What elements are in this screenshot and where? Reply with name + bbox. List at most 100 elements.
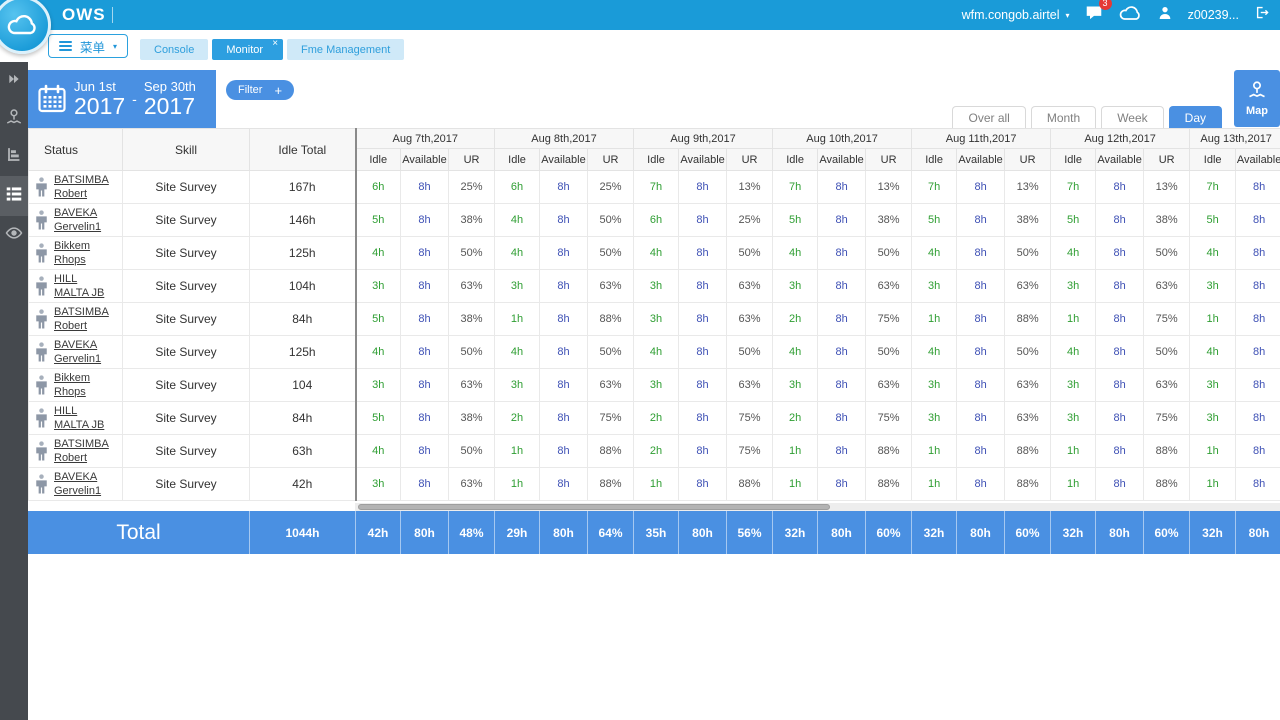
sidebar-expand-button[interactable] bbox=[0, 62, 28, 100]
status-cell: BATSIMBA Robert bbox=[28, 302, 123, 336]
status-cell: HILL MALTA JB bbox=[28, 401, 123, 435]
day-available-cell: 8h bbox=[539, 302, 589, 336]
total-row: Total 1044h 42h 80h 48% 29h 80h 64% 35h 80h 56% 3… bbox=[28, 511, 1280, 554]
scrollbar-track[interactable] bbox=[355, 503, 1280, 511]
date-range-picker[interactable]: Jun 1st 2017 - Sep 30th 2017 bbox=[28, 70, 216, 128]
table-row: BAVEKA Gervelin1 Site Survey 146h 5h 8h 38% 4h 8… bbox=[28, 203, 1280, 237]
day-available-cell: 8h bbox=[956, 368, 1006, 402]
user-profile-button[interactable] bbox=[1157, 5, 1173, 26]
logout-button[interactable] bbox=[1254, 5, 1270, 25]
day-ur-cell: 75% bbox=[1143, 302, 1191, 336]
idle-total-cell: 104 bbox=[249, 368, 356, 402]
agent-link[interactable]: HILL MALTA JB bbox=[54, 404, 104, 433]
sidebar-item-map[interactable] bbox=[0, 100, 28, 138]
total-value-cell: 42h bbox=[355, 511, 400, 554]
agent-link[interactable]: BAVEKA Gervelin1 bbox=[54, 206, 101, 235]
day-idle-cell: 3h bbox=[1189, 269, 1237, 303]
agent-name-line2: Robert bbox=[54, 320, 88, 332]
agent-link[interactable]: BATSIMBA Robert bbox=[54, 437, 109, 466]
agent-name-line1: BAVEKA bbox=[54, 470, 98, 483]
day-available-cell: 8h bbox=[539, 467, 589, 501]
view-button-over-all[interactable]: Over all bbox=[952, 106, 1026, 128]
person-icon bbox=[36, 473, 47, 493]
total-value-cell: 32h bbox=[772, 511, 817, 554]
table-row: HILL MALTA JB Site Survey 104h 3h 8h 63% 3h 8h 63… bbox=[28, 269, 1280, 303]
notifications-button[interactable]: 3 bbox=[1085, 0, 1112, 26]
day-ur-cell: 38% bbox=[1004, 203, 1052, 237]
tenant-selector[interactable]: wfm.congob.airtel ▾ bbox=[962, 8, 1070, 22]
idle-total-cell: 84h bbox=[249, 401, 356, 435]
day-idle-cell: 2h bbox=[494, 401, 541, 435]
horizontal-scrollbar-strip bbox=[28, 503, 1280, 511]
menu-button[interactable]: 菜单 ▾ bbox=[48, 34, 129, 58]
agent-link[interactable]: HILL MALTA JB bbox=[54, 272, 104, 301]
agent-name-line2: Gervelin1 bbox=[54, 353, 102, 365]
person-icon bbox=[36, 176, 47, 196]
total-value-cell: 80h bbox=[817, 511, 865, 554]
filter-button[interactable]: Filter + bbox=[226, 80, 295, 100]
day-idle-cell: 1h bbox=[911, 434, 958, 468]
day-available-cell: 8h bbox=[1095, 203, 1145, 237]
sub-header-ur: UR bbox=[865, 148, 913, 171]
current-username[interactable]: z00239... bbox=[1187, 8, 1239, 22]
day-idle-cell: 7h bbox=[633, 170, 680, 204]
scrollbar-thumb[interactable] bbox=[358, 504, 830, 510]
person-icon bbox=[36, 308, 47, 328]
tab-console[interactable]: Console bbox=[140, 39, 209, 60]
person-icon bbox=[36, 341, 47, 361]
day-idle-cell: 1h bbox=[494, 302, 541, 336]
day-available-cell: 8h bbox=[539, 368, 589, 402]
filter-label: Filter bbox=[238, 84, 263, 96]
sidebar-item-grid[interactable] bbox=[0, 176, 28, 216]
day-ur-cell: 50% bbox=[865, 236, 913, 270]
day-idle-cell: 5h bbox=[911, 203, 958, 237]
total-value-cell: 32h bbox=[911, 511, 956, 554]
map-button[interactable]: Map bbox=[1234, 70, 1280, 127]
total-value-cell: 80h bbox=[1235, 511, 1280, 554]
hamburger-icon bbox=[59, 41, 72, 51]
agent-link[interactable]: BATSIMBA Robert bbox=[54, 305, 109, 334]
tab-fme-management[interactable]: Fme Management bbox=[287, 39, 405, 60]
day-idle-cell: 1h bbox=[494, 467, 541, 501]
day-ur-cell: 50% bbox=[1143, 335, 1191, 369]
day-ur-cell: 38% bbox=[1143, 203, 1191, 237]
agent-link[interactable]: Bikkem Rhops bbox=[54, 371, 90, 400]
day-available-cell: 8h bbox=[817, 269, 867, 303]
sidebar-item-chart[interactable] bbox=[0, 138, 28, 176]
sidebar-item-watch[interactable] bbox=[0, 216, 28, 254]
close-icon[interactable]: × bbox=[272, 38, 279, 49]
menu-label: 菜单 bbox=[80, 40, 106, 55]
sub-header-available: Available bbox=[539, 148, 589, 171]
day-available-cell: 8h bbox=[400, 401, 449, 435]
day-available-cell: 8h bbox=[400, 335, 449, 369]
agent-name-line1: HILL bbox=[54, 272, 78, 285]
view-button-day[interactable]: Day bbox=[1168, 106, 1222, 128]
day-ur-cell: 88% bbox=[865, 467, 913, 501]
view-button-week[interactable]: Week bbox=[1101, 106, 1164, 128]
agent-link[interactable]: BAVEKA Gervelin1 bbox=[54, 338, 101, 367]
day-ur-cell: 50% bbox=[1004, 335, 1052, 369]
day-ur-cell: 50% bbox=[865, 335, 913, 369]
agent-name-line1: Bikkem bbox=[54, 371, 91, 384]
day-ur-cell: 38% bbox=[447, 302, 496, 336]
view-button-month[interactable]: Month bbox=[1030, 106, 1097, 128]
agent-link[interactable]: Bikkem Rhops bbox=[54, 239, 90, 268]
sub-header-available: Available bbox=[1235, 148, 1280, 171]
day-ur-cell: 13% bbox=[726, 170, 774, 204]
day-ur-cell: 63% bbox=[587, 269, 635, 303]
day-available-cell: 8h bbox=[956, 203, 1006, 237]
day-available-cell: 8h bbox=[1235, 401, 1280, 435]
tab-monitor[interactable]: Monitor × bbox=[212, 38, 284, 60]
day-ur-cell: 88% bbox=[587, 302, 635, 336]
agent-link[interactable]: BATSIMBA Robert bbox=[54, 173, 109, 202]
cloud-sync-button[interactable] bbox=[1118, 5, 1142, 26]
agent-link[interactable]: BAVEKA Gervelin1 bbox=[54, 470, 101, 499]
agent-name-line1: BATSIMBA bbox=[54, 437, 109, 450]
total-value-cell: 80h bbox=[678, 511, 726, 554]
day-idle-cell: 3h bbox=[1189, 401, 1237, 435]
sub-header-idle: Idle bbox=[911, 148, 958, 171]
date-group-header: Aug 9th,2017 bbox=[633, 128, 774, 149]
agent-name-line2: Robert bbox=[54, 188, 88, 200]
chevron-down-icon: ▾ bbox=[113, 41, 118, 51]
day-available-cell: 8h bbox=[817, 368, 867, 402]
